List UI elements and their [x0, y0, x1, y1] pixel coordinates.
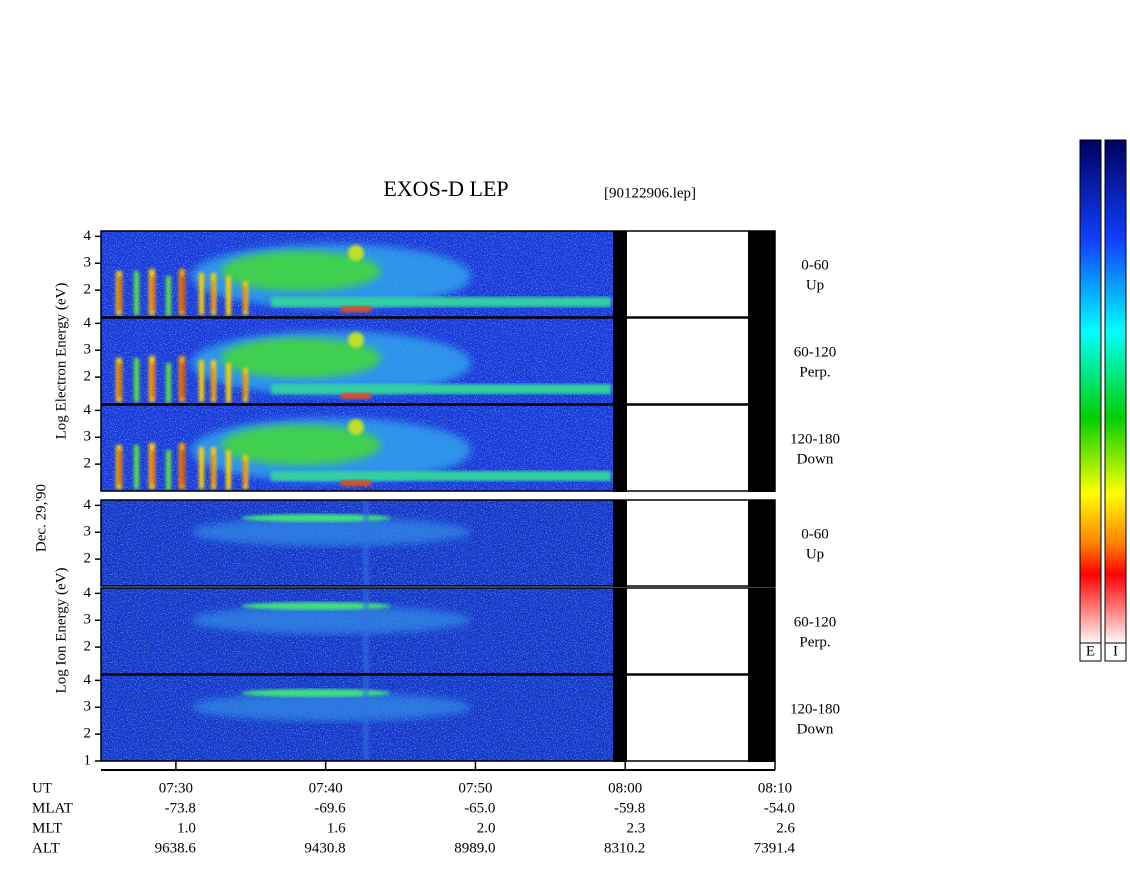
- group-label: Log Electron Energy (eV): [53, 283, 69, 440]
- y-tick-label: 1: [84, 752, 92, 768]
- panel-frame: [100, 230, 776, 318]
- ut-label: UT: [32, 780, 52, 796]
- no-data: [613, 318, 627, 405]
- direction: Up: [806, 546, 824, 562]
- pitch-angle: 0-60: [801, 526, 829, 542]
- y-tick-label: 4: [84, 585, 92, 601]
- no-data: [748, 405, 775, 492]
- y-tick-label: 4: [84, 402, 92, 418]
- y-tick-label: 4: [84, 315, 92, 331]
- no-data: [613, 675, 627, 762]
- x-tick-label: 07:50: [458, 780, 492, 796]
- direction: Down: [797, 721, 834, 737]
- no-data: [748, 675, 775, 762]
- date-label: Dec. 29,'90: [33, 484, 49, 552]
- ephemeris-value: 8989.0: [454, 840, 495, 856]
- y-tick-label: 2: [84, 639, 92, 655]
- ephemeris-value: -65.0: [464, 800, 495, 816]
- y-tick-label: 3: [84, 699, 92, 715]
- colorbar: [1079, 139, 1102, 646]
- ion-spectrogram: [101, 588, 613, 674]
- x-tick-label: 08:00: [608, 780, 642, 796]
- colorbar-label-box: [1079, 642, 1102, 662]
- pitch-angle: 120-180: [790, 431, 840, 447]
- pitch-angle: 60-120: [794, 344, 837, 360]
- y-tick-label: 2: [84, 726, 92, 742]
- pitch-angle: 60-120: [794, 614, 837, 630]
- ephemeris-value: -69.6: [314, 800, 346, 816]
- panel-frame: [100, 317, 776, 405]
- ephemeris-value: 9430.8: [304, 840, 345, 856]
- direction: Down: [797, 451, 834, 467]
- y-tick-label: 2: [84, 456, 92, 472]
- colorbar: [1104, 139, 1127, 646]
- no-data: [748, 500, 775, 587]
- colorbar-label: I: [1113, 643, 1118, 659]
- ephemeris-value: -59.8: [614, 800, 645, 816]
- y-tick-label: 2: [84, 282, 92, 298]
- group-label: Log Ion Energy (eV): [53, 568, 69, 694]
- panel-frame: [100, 674, 776, 762]
- y-tick-label: 4: [84, 672, 92, 688]
- ephemeris-value: 9638.6: [155, 840, 197, 856]
- no-data: [613, 500, 627, 587]
- panel-frame: [100, 499, 776, 587]
- electron-spectrogram: [101, 405, 613, 491]
- panel-frame: [100, 587, 776, 675]
- electron-spectrogram: [101, 318, 613, 404]
- electron-spectrogram: [101, 231, 613, 317]
- ephemeris-value: 2.0: [477, 820, 496, 836]
- title: EXOS-D LEP: [383, 176, 508, 201]
- y-tick-label: 3: [84, 524, 92, 540]
- ephemeris-value: 2.6: [776, 820, 795, 836]
- ion-spectrogram: [101, 675, 613, 761]
- ion-spectrogram: [101, 500, 613, 586]
- ephemeris-value: 1.6: [327, 820, 346, 836]
- colorbar-label: E: [1086, 643, 1095, 659]
- y-tick-label: 2: [84, 369, 92, 385]
- ephemeris-value: 8310.2: [604, 840, 645, 856]
- ephemeris-value: 1.0: [177, 820, 196, 836]
- no-data: [613, 231, 627, 318]
- y-tick-label: 3: [84, 429, 92, 445]
- ephemeris-name: MLT: [32, 820, 62, 836]
- ephemeris-name: ALT: [32, 840, 60, 856]
- x-tick-label: 07:30: [159, 780, 193, 796]
- no-data: [748, 318, 775, 405]
- direction: Perp.: [799, 634, 830, 650]
- no-data: [613, 405, 627, 492]
- y-tick-label: 4: [84, 228, 92, 244]
- file-name: [90122906.lep]: [604, 185, 696, 201]
- ephemeris-value: -54.0: [764, 800, 795, 816]
- direction: Perp.: [799, 364, 830, 380]
- x-tick-label: 07:40: [309, 780, 343, 796]
- ephemeris-value: -73.8: [165, 800, 196, 816]
- ephemeris-name: MLAT: [32, 800, 73, 816]
- panel-frame: [100, 404, 776, 492]
- x-tick-label: 08:10: [758, 780, 792, 796]
- direction: Up: [806, 277, 824, 293]
- pitch-angle: 120-180: [790, 701, 840, 717]
- ephemeris-value: 7391.4: [754, 840, 796, 856]
- y-tick-label: 2: [84, 551, 92, 567]
- ephemeris-value: 2.3: [626, 820, 645, 836]
- y-tick-label: 4: [84, 497, 92, 513]
- no-data: [748, 231, 775, 318]
- pitch-angle: 0-60: [801, 257, 829, 273]
- y-tick-label: 3: [84, 255, 92, 271]
- no-data: [613, 588, 627, 675]
- colorbar-label-box: [1104, 642, 1127, 662]
- no-data: [748, 588, 775, 675]
- y-tick-label: 3: [84, 342, 92, 358]
- y-tick-label: 3: [84, 612, 92, 628]
